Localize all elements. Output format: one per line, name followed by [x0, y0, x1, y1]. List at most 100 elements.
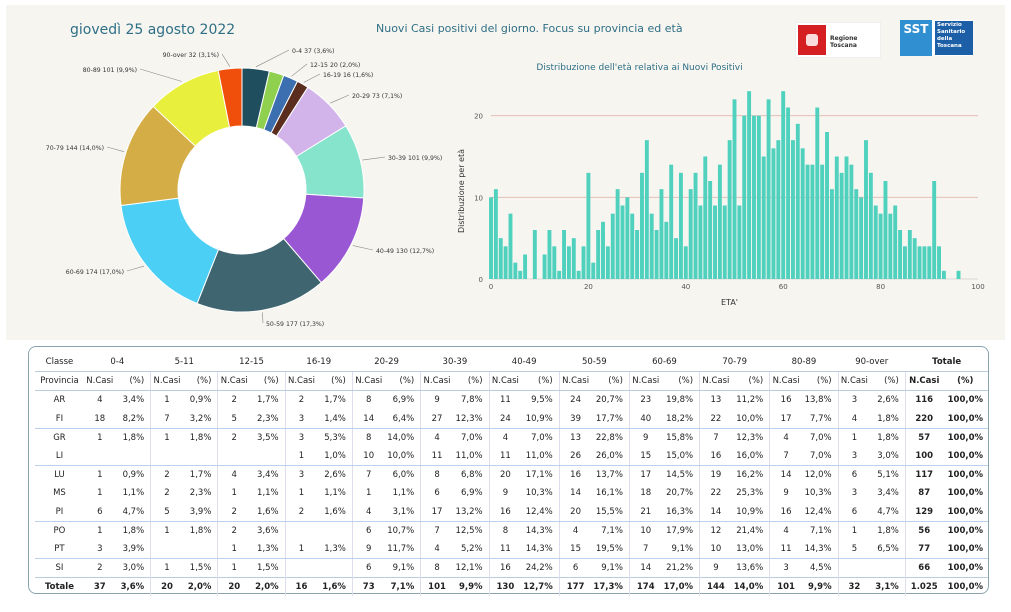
row-total-pct: 100,0%: [942, 409, 988, 429]
case-pct: 4,5%: [801, 558, 839, 578]
row-total: 1.025: [905, 577, 943, 597]
case-count: 3: [838, 446, 871, 467]
case-count: 11: [489, 446, 522, 467]
age-bar: [508, 213, 513, 279]
case-count: 101: [769, 577, 802, 597]
case-pct: [317, 558, 353, 578]
case-count: 17: [640, 470, 652, 481]
case-count: 1: [164, 525, 170, 536]
table-row: PI 6 4,7% 5 3,9% 2 1,6% 2 1,6% 4 3,1% 17 13,2% 16 12,4…: [35, 502, 988, 522]
table-row: Totale 37 3,6% 20 2,0% 20 2,0% 16 1,6% 73 7,1% 101 9…: [35, 577, 988, 597]
case-count: 14: [780, 470, 792, 481]
case-pct: 1,7%: [317, 390, 353, 410]
case-pct: 3,1%: [384, 502, 422, 522]
pct-header: (%): [801, 371, 839, 392]
case-count: 9: [713, 563, 719, 574]
x-tick-label: 20: [584, 283, 593, 291]
donut-leader-line: [106, 146, 125, 152]
row-total-pct: 100,0%: [947, 563, 984, 574]
ncasi-header: N.Casi: [699, 371, 732, 392]
case-pct: 16,3%: [661, 502, 701, 522]
case-pct: 2,6%: [317, 465, 353, 485]
row-total: 56: [918, 525, 931, 536]
age-class-header: 12-15: [217, 353, 286, 373]
case-count: 16: [570, 470, 581, 481]
province-code: FI: [35, 409, 84, 429]
case-pct: 1,3%: [317, 539, 353, 560]
case-count: 6: [838, 502, 871, 522]
case-count: 1: [366, 488, 372, 499]
case-pct: 6,9%: [384, 390, 422, 410]
case-count: 2: [164, 488, 170, 499]
age-class-header: 60-69: [629, 353, 700, 373]
province-code: GR: [53, 432, 66, 443]
row-total-pct: 100,0%: [942, 577, 988, 597]
age-class-header: 0-4: [83, 353, 151, 373]
case-count: 10: [699, 539, 732, 560]
case-count: 1: [217, 539, 251, 560]
case-count: 5: [217, 409, 251, 429]
pct-header: (%): [115, 371, 152, 392]
case-count: 6: [572, 563, 579, 574]
case-pct: 25,3%: [731, 484, 771, 503]
age-bar: [878, 213, 883, 279]
case-pct: 6,4%: [384, 409, 422, 429]
table-row: AR 4 3,4% 1 0,9% 2 1,7% 2 1,7% 8 6,9% 9 7,8% 11 9,5% 24…: [35, 390, 988, 410]
row-total-pct: 100,0%: [947, 432, 984, 443]
case-count: 32: [838, 577, 871, 597]
age-bar: [571, 238, 576, 279]
case-count: 3: [298, 432, 305, 443]
x-tick-label: 80: [876, 283, 885, 291]
case-count: 9: [643, 432, 649, 443]
case-count: 19: [710, 470, 722, 481]
case-pct: 1,3%: [250, 539, 286, 560]
case-pct: 17,3%: [591, 577, 630, 597]
case-count: 7: [713, 432, 719, 443]
x-tick-label: 100: [971, 283, 984, 291]
case-count: 8: [366, 432, 372, 443]
age-bar: [591, 262, 596, 279]
age-bar: [674, 238, 679, 279]
case-pct: 16,0%: [731, 446, 771, 467]
case-count: 1: [851, 432, 858, 443]
ncasi-header: N.Casi: [905, 371, 943, 392]
case-pct: 1,1%: [317, 484, 353, 503]
age-donut-chart: 0-4 37 (3,6%) 12-15 20 (2,0%) 16-19 16 (1,…: [46, 48, 443, 328]
ncasi-header: N.Casi: [285, 371, 318, 392]
case-pct: 1,1%: [115, 484, 152, 503]
case-count: 1: [164, 395, 170, 406]
case-pct: 1,8%: [870, 428, 906, 447]
case-count: 1: [851, 525, 858, 536]
case-pct: 26,0%: [591, 446, 630, 467]
age-bar: [761, 156, 766, 279]
case-pct: 10,3%: [521, 484, 560, 503]
case-count: 24: [489, 409, 522, 429]
case-count: 4: [352, 502, 385, 522]
age-class-header: 50-59: [559, 353, 630, 373]
age-bar: [566, 246, 571, 279]
ncasi-header: N.Casi: [150, 371, 183, 392]
case-count: 17: [769, 409, 802, 429]
case-pct: 1,8%: [870, 521, 906, 540]
age-bar: [932, 181, 937, 279]
age-bar: [854, 189, 859, 279]
case-count: 4: [838, 409, 871, 429]
case-count: 26: [559, 446, 592, 467]
age-bar: [552, 246, 557, 279]
age-bar: [630, 213, 635, 279]
age-class-header: 5-11: [150, 353, 218, 373]
donut-label: 20-29 73 (7,1%): [352, 93, 402, 100]
age-bar: [693, 172, 698, 279]
case-pct: 5,1%: [870, 465, 906, 485]
case-pct: 11,0%: [521, 446, 560, 467]
case-count: 177: [559, 577, 592, 597]
case-count: 12: [710, 525, 722, 536]
age-bar: [698, 205, 703, 279]
age-bar: [523, 254, 528, 279]
case-count: [838, 559, 870, 578]
case-pct: 1,0%: [317, 446, 353, 467]
case-count: 7: [629, 539, 662, 560]
case-count: 39: [559, 409, 592, 429]
case-pct: 11,0%: [452, 446, 490, 467]
case-count: [150, 539, 183, 560]
